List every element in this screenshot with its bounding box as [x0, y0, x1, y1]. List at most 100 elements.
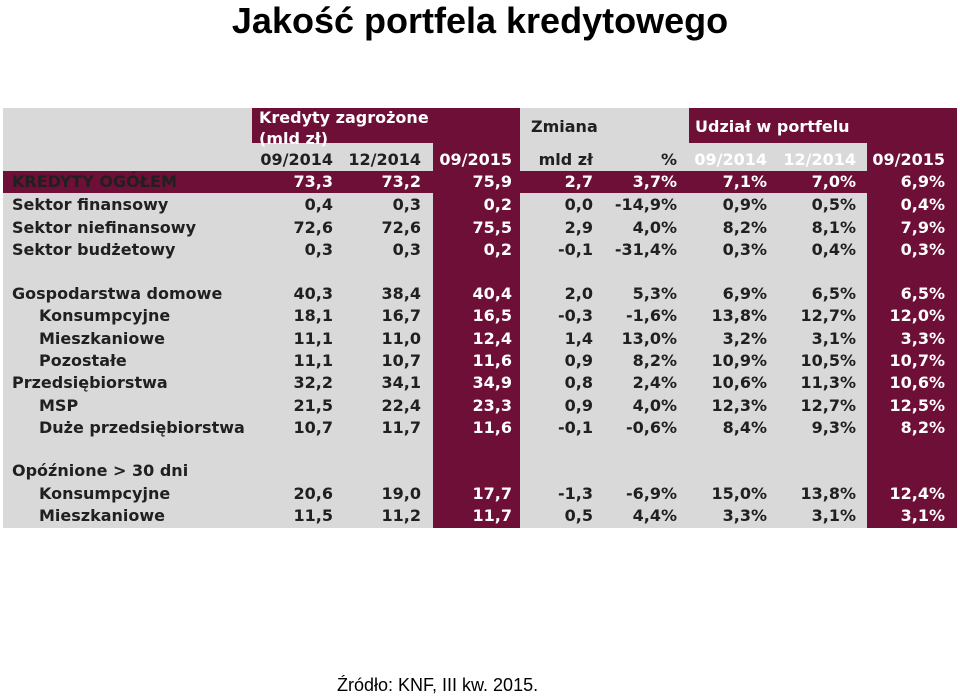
cell-share-1214: 12,7% — [800, 396, 856, 415]
cell-share-0915: 3,3% — [900, 329, 945, 348]
cell-credit-1214: 16,7 — [381, 306, 421, 325]
cell-credit-0915: 34,9 — [472, 373, 512, 392]
cell-credit-0915: 11,6 — [472, 351, 512, 370]
cell-share-0914: 8,2% — [722, 218, 767, 237]
cell-change-bn: 2,7 — [564, 172, 593, 191]
cell-share-1214: 3,1% — [811, 506, 856, 525]
cell-credit-0914: 40,3 — [293, 284, 333, 303]
row-label: Przedsiębiorstwa — [12, 373, 168, 392]
cell-credit-1214: 73,2 — [381, 172, 421, 191]
cell-credit-1214: 11,7 — [381, 418, 421, 437]
cell-share-1214: 7,0% — [811, 172, 856, 191]
cell-credit-0914: 11,1 — [293, 329, 333, 348]
cell-credit-0915: 0,2 — [483, 240, 512, 259]
cell-credit-0915: 11,6 — [472, 418, 512, 437]
cell-change-bn: -0,1 — [558, 240, 593, 259]
sub-header-credit-0914: 09/2014 — [260, 150, 333, 169]
header-change-label: Zmiana — [531, 117, 598, 136]
row-label: Duże przedsiębiorstwa — [39, 418, 245, 437]
share-header-bg — [689, 108, 867, 143]
cell-share-0914: 7,1% — [722, 172, 767, 191]
row-label: MSP — [39, 396, 79, 415]
cell-change-bn: -0,1 — [558, 418, 593, 437]
cell-credit-1214: 38,4 — [381, 284, 421, 303]
cell-credit-0915: 40,4 — [472, 284, 512, 303]
cell-change-pct: -0,6% — [625, 418, 677, 437]
cell-credit-1214: 72,6 — [381, 218, 421, 237]
row-label: Opóźnione > 30 dni — [12, 461, 189, 480]
cell-share-0915: 3,1% — [900, 506, 945, 525]
cell-credit-1214: 11,2 — [381, 506, 421, 525]
cell-change-pct: -14,9% — [614, 195, 677, 214]
cell-change-pct: 4,4% — [632, 506, 677, 525]
cell-change-pct: -1,6% — [625, 306, 677, 325]
row-label: Pozostałe — [39, 351, 127, 370]
cell-share-0914: 6,9% — [722, 284, 767, 303]
cell-change-pct: 13,0% — [621, 329, 677, 348]
cell-credit-0914: 18,1 — [293, 306, 333, 325]
cell-credit-0915: 0,2 — [483, 195, 512, 214]
cell-change-bn: 2,0 — [564, 284, 593, 303]
cell-change-bn: 0,0 — [564, 195, 593, 214]
sub-header-credit-0915: 09/2015 — [439, 150, 512, 169]
cell-change-bn: 0,9 — [564, 396, 593, 415]
row-label: Sektor budżetowy — [12, 240, 176, 259]
cell-credit-1214: 0,3 — [392, 240, 421, 259]
row-label: Sektor niefinansowy — [12, 218, 197, 237]
row-label: Mieszkaniowe — [39, 329, 166, 348]
cell-share-0915: 7,9% — [900, 218, 945, 237]
cell-share-0914: 15,0% — [711, 484, 767, 503]
credit-header-bg — [252, 108, 433, 143]
cell-change-pct: -6,9% — [625, 484, 677, 503]
sub-header-share-0914: 09/2014 — [694, 150, 767, 169]
cell-share-0914: 12,3% — [711, 396, 767, 415]
cell-credit-0915: 16,5 — [472, 306, 512, 325]
row-label: Konsumpcyjne — [39, 306, 171, 325]
sub-header-change-bn: mld zł — [538, 150, 593, 169]
cell-credit-1214: 10,7 — [381, 351, 421, 370]
cell-share-0915: 10,6% — [889, 373, 945, 392]
cell-credit-0915: 75,9 — [472, 172, 512, 191]
row-label: Gospodarstwa domowe — [12, 284, 223, 303]
cell-change-bn: 0,5 — [564, 506, 593, 525]
cell-share-0915: 8,2% — [900, 418, 945, 437]
cell-credit-0914: 11,5 — [293, 506, 333, 525]
cell-share-0914: 0,9% — [722, 195, 767, 214]
sub-header-share-0915: 09/2015 — [872, 150, 945, 169]
cell-change-pct: 8,2% — [632, 351, 677, 370]
cell-share-1214: 0,4% — [811, 240, 856, 259]
cell-share-1214: 0,5% — [811, 195, 856, 214]
total-row-band — [3, 171, 957, 193]
cell-share-1214: 6,5% — [811, 284, 856, 303]
cell-share-0915: 12,4% — [889, 484, 945, 503]
cell-credit-0915: 11,7 — [472, 506, 512, 525]
cell-credit-0914: 11,1 — [293, 351, 333, 370]
cell-share-0914: 3,2% — [722, 329, 767, 348]
cell-change-pct: -31,4% — [614, 240, 677, 259]
cell-share-1214: 10,5% — [800, 351, 856, 370]
page-title: Jakość portfela kredytowego — [231, 0, 729, 41]
cell-credit-0914: 20,6 — [293, 484, 333, 503]
row-label: Sektor finansowy — [12, 195, 169, 214]
cell-share-1214: 3,1% — [811, 329, 856, 348]
cell-credit-0915: 12,4 — [472, 329, 512, 348]
header-credit-unit: (mld zł) — [259, 129, 329, 148]
cell-share-0915: 12,0% — [889, 306, 945, 325]
cell-change-bn: -1,3 — [558, 484, 593, 503]
cell-change-pct: 2,4% — [632, 373, 677, 392]
cell-credit-1214: 19,0 — [381, 484, 421, 503]
row-label: KREDYTY OGÓŁEM — [12, 172, 177, 191]
cell-change-pct: 4,0% — [632, 218, 677, 237]
source-note: Źródło: KNF, III kw. 2015. — [337, 675, 539, 695]
cell-share-0915: 0,4% — [900, 195, 945, 214]
cell-share-0915: 10,7% — [889, 351, 945, 370]
cell-share-1214: 11,3% — [800, 373, 856, 392]
cell-share-0914: 13,8% — [711, 306, 767, 325]
cell-share-0915: 0,3% — [900, 240, 945, 259]
cell-credit-0915: 17,7 — [472, 484, 512, 503]
cell-share-0915: 6,9% — [900, 172, 945, 191]
header-share-label: Udział w portfelu — [695, 117, 850, 136]
cell-share-0914: 3,3% — [722, 506, 767, 525]
sub-header-credit-1214: 12/2014 — [348, 150, 421, 169]
cell-share-0914: 10,9% — [711, 351, 767, 370]
